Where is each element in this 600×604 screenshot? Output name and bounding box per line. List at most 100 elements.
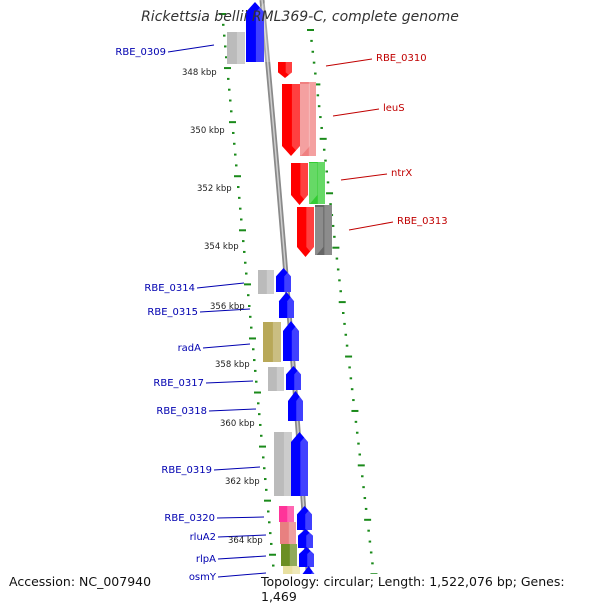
tick-minor [333,235,336,238]
tick-major [307,29,314,31]
gene-label-forward[interactable]: leuS [383,103,405,114]
tick-minor [358,453,361,456]
tick-minor [355,431,359,434]
cog-box-shade [289,544,297,566]
tick-minor [345,344,349,347]
gene-label-forward[interactable]: RBE_0310 [376,53,427,64]
tick-major [351,409,359,412]
tick-minor [369,551,373,554]
leader-line-reverse [196,282,245,289]
tick-major [264,499,271,502]
tick-minor [253,359,256,362]
tick-minor [255,380,258,383]
tick-major [229,121,236,124]
gene-label-reverse[interactable]: RBE_0317 [153,378,204,389]
cog-box [258,270,274,294]
cog-box [279,506,294,522]
leader-line-forward [340,173,388,181]
leader-lines [167,44,394,578]
scale-label: 358 kbp [215,360,250,370]
scale-label: 352 kbp [197,184,232,194]
gene-label-reverse[interactable]: RBE_0318 [156,406,207,417]
tick-minor [368,540,372,543]
gene-label-reverse[interactable]: rluA2 [190,532,216,543]
tick-major [332,246,340,249]
cog-box [315,205,332,255]
tick-minor [349,377,353,380]
cds-arrow [286,366,301,390]
leader-line-reverse [208,408,257,412]
scale-label: 360 kbp [220,419,255,429]
tick-minor [314,72,317,75]
cds-arrow-shade [306,529,322,548]
tick-minor [350,388,354,391]
cds-arrow [278,62,292,78]
tick-minor [335,257,339,260]
tick-minor [260,434,263,437]
gene-label-reverse[interactable]: RBE_0309 [115,47,166,58]
tick-minor [320,126,323,129]
gene-label-reverse[interactable]: RBE_0314 [144,283,195,294]
cds-arrow [279,292,294,318]
tick-minor [311,50,315,53]
gene-label-reverse[interactable]: RBE_0315 [147,307,198,318]
tick-minor [259,423,262,426]
forward-gene-labels: RBE_0310 leuS ntrX RBE_0313 [376,53,448,227]
tick-minor [254,369,257,372]
gene-label-reverse[interactable]: osmY [189,572,217,583]
gene-label-reverse[interactable]: rlpA [196,554,216,565]
tick-minor [242,240,245,243]
cds-arrow-shade [294,366,310,390]
tick-minor [319,116,322,119]
cds-track [246,2,325,600]
tick-major [254,391,261,394]
gene-label-reverse[interactable]: RBE_0320 [164,513,215,524]
tick-minor [312,61,316,64]
tick-minor [354,420,358,423]
tick-marks [219,13,378,599]
cog-box-shade [272,322,281,362]
cog-box-shade [276,367,284,391]
cog-box [281,544,297,566]
leader-line-forward [348,221,394,231]
tick-minor [257,402,260,405]
tick-major [244,283,251,286]
tick-major [224,67,231,70]
tick-minor [243,250,246,253]
tick-minor [317,105,321,108]
tick-minor [249,315,252,318]
gene-label-reverse[interactable]: radA [178,343,202,354]
tick-minor [339,290,342,293]
cds-arrow-shade [296,391,312,421]
gene-label-forward[interactable]: ntrX [391,168,412,179]
tick-minor [233,142,236,145]
tick-major [313,83,321,86]
tick-minor [234,153,237,156]
tick-minor [364,507,368,510]
scale-label: 348 kbp [182,68,217,78]
tick-minor [343,322,346,325]
cog-box [268,367,284,391]
tick-minor [244,261,247,264]
cog-box-shade [266,270,274,294]
cds-arrow [282,84,300,156]
tick-minor [361,475,364,478]
leader-line-forward [332,108,380,117]
reverse-gene-labels: RBE_0309 RBE_0314 RBE_0315 radA RBE_0317… [115,47,216,583]
cds-arrow [291,432,308,496]
tick-minor [316,94,320,97]
cds-arrow-shade [291,84,310,156]
cds-arrow-shade [300,163,318,205]
tick-minor [348,366,351,369]
cds-arrow-shade [285,62,300,78]
tick-minor [239,207,242,210]
tick-minor [362,486,365,489]
scale-label: 356 kbp [210,302,245,312]
tick-major [345,355,353,358]
cog-box [227,32,245,64]
tick-major [249,337,256,340]
tick-minor [258,413,261,416]
gene-label-reverse[interactable]: RBE_0319 [161,465,212,476]
gene-label-forward[interactable]: RBE_0313 [397,216,448,227]
